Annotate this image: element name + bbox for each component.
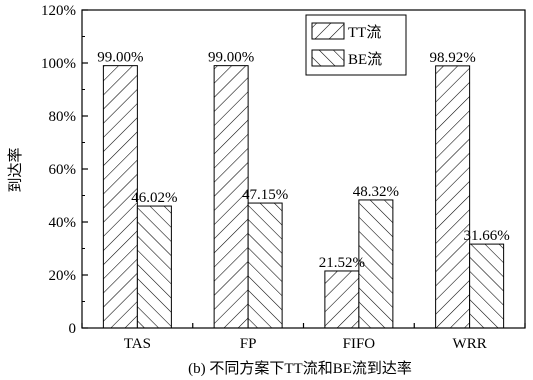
data-label-be-fifo: 48.32%: [353, 184, 399, 200]
bar-be-fifo: [358, 199, 394, 329]
y-tick-label: 60%: [49, 162, 77, 178]
legend-swatch-tt: [311, 22, 345, 40]
y-tick-label: 80%: [49, 109, 77, 125]
data-label-be-wrr: 31.66%: [464, 228, 510, 244]
x-tick-label: FP: [240, 336, 257, 352]
data-label-tt-tas: 99.00%: [97, 50, 143, 66]
data-label-be-tas: 46.02%: [131, 190, 177, 206]
bar-be-tas: [136, 205, 172, 329]
legend: TT流 BE流: [305, 14, 407, 76]
bar-be-fp: [247, 202, 283, 329]
bar-tt-fp: [213, 65, 249, 329]
x-axis: TAS FP FIFO WRR: [81, 323, 526, 352]
bars-group: [102, 65, 505, 329]
bar-tt-wrr: [435, 65, 471, 329]
legend-label-tt: TT流: [348, 24, 381, 41]
y-axis: 0 20% 40% 60% 80% 100% 120%: [41, 3, 88, 337]
bar-tt-fifo: [324, 270, 360, 329]
bar-be-wrr: [469, 243, 505, 329]
chart-caption: (b) 不同方案下TT流和BE流到达率: [188, 359, 412, 377]
x-tick-label: TAS: [124, 336, 151, 352]
y-tick-label: 120%: [41, 3, 76, 19]
legend-label-be: BE流: [348, 51, 382, 68]
y-tick-label: 40%: [49, 215, 77, 231]
y-axis-title: 到达率: [7, 147, 24, 192]
data-label-be-fp: 47.15%: [242, 187, 288, 203]
legend-swatch-be: [311, 49, 345, 67]
data-label-tt-wrr: 98.92%: [430, 50, 476, 66]
data-label-tt-fifo: 21.52%: [319, 255, 365, 271]
data-label-tt-fp: 99.00%: [208, 50, 254, 66]
y-tick-label: 100%: [41, 56, 76, 72]
y-tick-label: 20%: [49, 268, 77, 284]
x-tick-label: WRR: [453, 336, 487, 352]
bar-tt-tas: [102, 65, 138, 329]
x-tick-label: FIFO: [343, 336, 376, 352]
data-labels-group: 99.00% 46.02% 99.00% 47.15% 21.52% 48.32% 98.9…: [97, 50, 510, 271]
y-tick-label: 0: [69, 321, 77, 337]
